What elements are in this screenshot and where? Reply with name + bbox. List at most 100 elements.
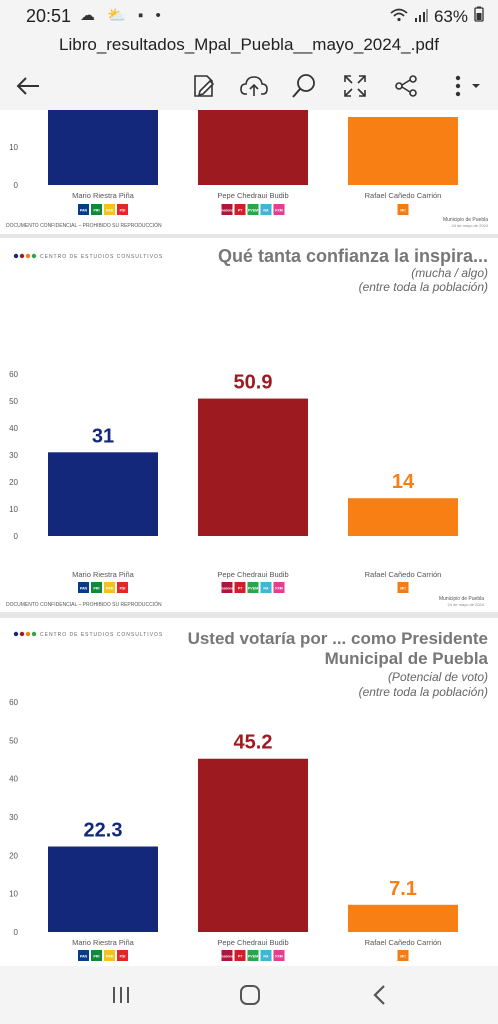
party-logo [260,950,272,961]
bar [48,452,158,536]
party-logo-text: PAN [80,587,88,591]
chart-subtitle: (mucha / algo) [411,266,488,280]
party-logo [78,582,89,593]
axis-label-10: 10 [9,143,18,152]
y-tick-label: 10 [9,890,18,899]
y-tick-label: 50 [9,736,18,745]
party-logo-text: PAN [80,209,88,213]
candidate-label: Pepe Chedraui Budib [217,938,288,947]
bar-mario [48,110,158,185]
y-tick-label: 30 [9,451,18,460]
party-logo-text: PT [238,955,243,959]
chart-subtitle: (entre toda la población) [359,280,488,294]
bar-value-label: 14 [392,471,415,493]
party-logo-text: PVEM [248,955,258,959]
edit-pdf-icon[interactable] [188,70,220,102]
party-logo [397,204,409,215]
confianza-chart: CENTRO DE ESTUDIOS CONSULTIVOS Qué tanta… [6,246,488,608]
footer-municipality: Municipio de Puebla [439,596,484,602]
org-logo: CENTRO DE ESTUDIOS CONSULTIVOS [13,631,162,638]
party-logo-text: PRI [94,955,100,959]
party-logo [91,582,102,593]
candidate-label: Rafael Cañedo Carrión [365,570,442,579]
footer-date: 24 de mayo de 2024 [448,602,485,607]
y-tick-label: 20 [9,478,18,487]
chart-subtitle: (entre toda la población) [359,685,488,699]
battery-icon [474,6,484,27]
party-logo [247,204,259,215]
party-logo [221,204,233,215]
party-logo [247,582,259,593]
footer-municipality: Municipio de Puebla [443,217,488,223]
party-logo [104,204,115,215]
fullscreen-icon[interactable] [339,70,371,102]
chart-subtitle: (Potencial de voto) [388,670,488,684]
party-logo [117,950,128,961]
chart-title: Usted votaría por ... como Presidente [188,629,488,648]
bar-value-label: 31 [92,425,114,447]
y-tick-label: 40 [9,775,18,784]
party-logo [397,950,409,961]
bar-value-label: 7.1 [389,878,417,900]
status-right: 63% [390,6,484,27]
axis-label-0: 0 [14,181,19,190]
party-logo [117,204,128,215]
party-logo [221,950,233,961]
system-nav-bar [0,966,498,1024]
share-icon[interactable] [390,70,422,102]
y-axis: 0 10 20 30 40 50 60 [9,698,18,937]
y-tick-label: 30 [9,813,18,822]
footer-date: 24 de mayo de 2024 [452,223,489,228]
pdf-page-voto: CENTRO DE ESTUDIOS CONSULTIVOS Usted vot… [0,618,498,966]
party-logo [260,582,272,593]
party-logo [234,950,246,961]
more-menu-icon[interactable] [446,70,486,102]
bar-rafael [348,117,458,185]
party-logo-text: PAN [80,955,88,959]
cloud-upload-icon[interactable] [238,70,270,102]
party-logo-text: PVEM [248,587,258,591]
party-logo-text: morena [221,209,235,213]
party-logo [91,950,102,961]
party-logo-text: morena [221,955,235,959]
party-logo-text: FXM [275,209,283,213]
status-bar: 20:51 ☁ ⛅ ▪ • 63% [0,0,498,32]
y-tick-label: 60 [9,698,18,707]
battery-percent: 63% [433,6,468,26]
party-logo-text: PRD [106,955,114,959]
notification-icons: ☁ ⛅ ▪ • [80,7,165,24]
party-logo [273,204,285,215]
bar [348,498,458,536]
party-logo [91,204,102,215]
pdf-viewer[interactable]: 10 0 Mario Riestra Piña Pepe Chedraui Bu… [0,110,498,966]
pdf-page-confianza: CENTRO DE ESTUDIOS CONSULTIVOS Qué tanta… [0,238,498,612]
voto-chart: CENTRO DE ESTUDIOS CONSULTIVOS Usted vot… [9,629,489,961]
party-logo [117,582,128,593]
y-tick-label: 20 [9,851,18,860]
party-logo-text: NA [263,587,269,591]
bar [48,846,158,932]
party-logo-text: PRI [94,209,100,213]
chart-title: Qué tanta confianza la inspira... [218,246,488,266]
party-logo-text: FXM [275,587,283,591]
back-arrow-icon[interactable] [12,70,44,102]
party-logo [104,950,115,961]
party-logo-text: PRI [94,587,100,591]
file-title-bar: Libro_resultados_Mpal_Puebla__mayo_2024_… [0,32,498,62]
party-logo [104,582,115,593]
home-icon[interactable] [235,981,265,1009]
candidate-label: Mario Riestra Piña [72,570,135,579]
search-icon[interactable] [288,70,320,102]
party-logo-text: MC [400,209,406,213]
recent-apps-icon[interactable] [106,981,136,1009]
party-logo-text: MC [400,955,406,959]
party-logo [247,950,259,961]
party-logo-text: PSI [120,955,126,959]
bar-value-label: 45.2 [234,732,273,754]
party-logo [273,582,285,593]
back-nav-icon[interactable] [365,981,395,1009]
file-title: Libro_resultados_Mpal_Puebla__mayo_2024_… [59,35,439,54]
logo-text: CENTRO DE ESTUDIOS CONSULTIVOS [40,254,163,260]
candidate-label: Rafael Cañedo Carrión [365,938,442,947]
party-logo-text: PVEM [248,209,258,213]
